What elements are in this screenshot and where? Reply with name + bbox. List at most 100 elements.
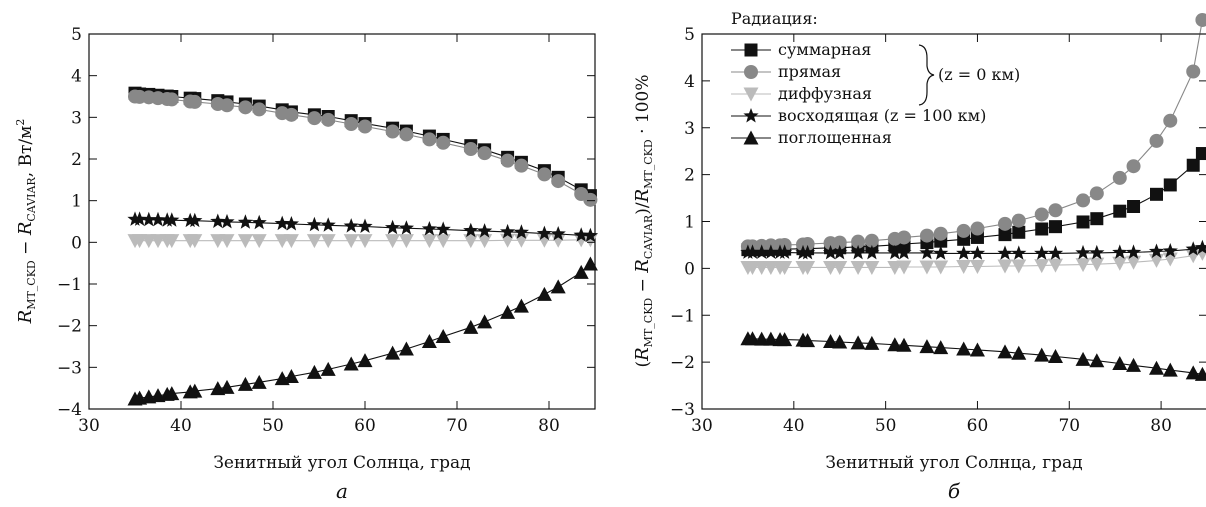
ylabel-b-r1: R: [632, 347, 653, 362]
data-point: [956, 223, 971, 238]
data-point: [933, 340, 949, 355]
y-tick-label: 4: [684, 72, 695, 92]
data-point: [832, 260, 848, 275]
y-tick-label: 5: [71, 25, 82, 45]
data-point: [832, 235, 847, 250]
x-tick-label: 60: [354, 416, 376, 436]
data-point: [187, 94, 202, 109]
data-point: [251, 374, 267, 389]
data-point: [219, 234, 235, 249]
legend-label: восходящая (z = 100 км): [778, 106, 986, 125]
data-point: [283, 216, 299, 231]
y-tick-label: −3: [670, 400, 695, 420]
data-point: [573, 227, 589, 242]
data-point: [238, 100, 253, 115]
data-point: [1047, 245, 1064, 260]
data-point: [435, 234, 451, 249]
data-point: [210, 213, 226, 228]
data-point: [219, 213, 235, 229]
data-point: [1049, 220, 1062, 234]
data-point: [320, 234, 336, 249]
x-tick-label: 80: [1150, 416, 1172, 436]
data-point: [477, 146, 492, 161]
data-point: [998, 228, 1012, 242]
data-point: [274, 215, 290, 231]
ylabel-a-s2: CAVIAR: [25, 177, 38, 222]
x-tick-label: 50: [875, 416, 897, 436]
y-tick-label: 1: [71, 192, 82, 212]
ylabel-a-unit: , Вт/м: [16, 126, 36, 178]
data-point: [1048, 349, 1063, 363]
data-point: [887, 337, 903, 352]
data-point: [583, 192, 598, 207]
data-point: [1011, 345, 1027, 360]
legend-label: прямая: [778, 62, 841, 81]
series-line-a: [134, 92, 591, 197]
data-point: [343, 356, 359, 371]
data-point: [550, 279, 566, 294]
legend-marker: [743, 87, 759, 102]
x-ticks-a: 30 40 50 60 70 80: [78, 34, 560, 436]
data-point: [477, 314, 493, 329]
y-tick-label: −4: [57, 400, 82, 420]
data-point: [463, 142, 478, 156]
data-point: [1195, 147, 1206, 161]
data-point: [969, 245, 986, 260]
ylabel-b-s3: MT_CKD: [642, 139, 655, 189]
x-tick-label: 40: [783, 416, 805, 436]
x-axis-label-b: Зенитный угол Солнца, град: [825, 453, 1082, 473]
data-point: [1126, 255, 1142, 270]
x-tick-label: 60: [967, 416, 989, 436]
data-point: [1048, 203, 1063, 218]
data-point: [421, 334, 437, 348]
data-point: [832, 334, 848, 349]
data-point: [1163, 113, 1178, 128]
legend: Радиация: суммарная прямая диффузная восход…: [731, 9, 1020, 147]
data-point: [536, 225, 552, 241]
data-point: [1126, 357, 1142, 372]
ylabel-a-r1: R: [15, 310, 36, 325]
data-point: [956, 260, 972, 274]
data-point: [1162, 362, 1178, 377]
data-point: [997, 344, 1013, 359]
y-axis-label-a: RMT_CKD − RCAVIAR, Вт/м2: [14, 119, 38, 325]
data-point: [1011, 259, 1027, 274]
data-point: [463, 234, 479, 249]
data-point: [1126, 159, 1141, 174]
data-point: [1089, 353, 1105, 368]
data-point: [800, 237, 815, 251]
ylabel-b-tail: · 100%: [633, 74, 653, 139]
data-point: [1185, 241, 1201, 256]
data-point: [421, 221, 437, 236]
legend-marker: [743, 130, 759, 145]
ylabel-b-r3: R: [632, 189, 653, 204]
legend-label: суммарная: [778, 40, 871, 59]
data-point: [385, 219, 401, 235]
legend-marker: [744, 43, 758, 57]
data-point: [357, 218, 373, 233]
data-point: [1034, 245, 1050, 260]
ylabel-a-sup: 2: [14, 119, 27, 126]
plot-frame-a: [88, 33, 596, 410]
data-point: [832, 244, 848, 260]
data-point: [896, 244, 912, 260]
data-point: [1090, 212, 1104, 226]
data-point: [536, 286, 552, 301]
legend-bracket-label: (z = 0 км): [938, 65, 1020, 84]
data-point: [357, 234, 373, 249]
data-point: [357, 353, 373, 368]
data-point: [933, 260, 949, 275]
data-point: [187, 383, 203, 398]
ylabel-a-s1: MT_CKD: [25, 260, 38, 310]
ylabel-b-s2: CAVIAR: [642, 214, 655, 259]
x-tick-label: 70: [446, 416, 468, 436]
data-point: [385, 124, 400, 139]
ylabel-b-r2: R: [632, 259, 653, 274]
data-point: [500, 304, 516, 319]
data-point: [1048, 258, 1063, 273]
data-point: [763, 331, 779, 346]
data-point: [251, 234, 267, 249]
data-point: [1149, 133, 1164, 148]
data-point: [435, 221, 451, 236]
